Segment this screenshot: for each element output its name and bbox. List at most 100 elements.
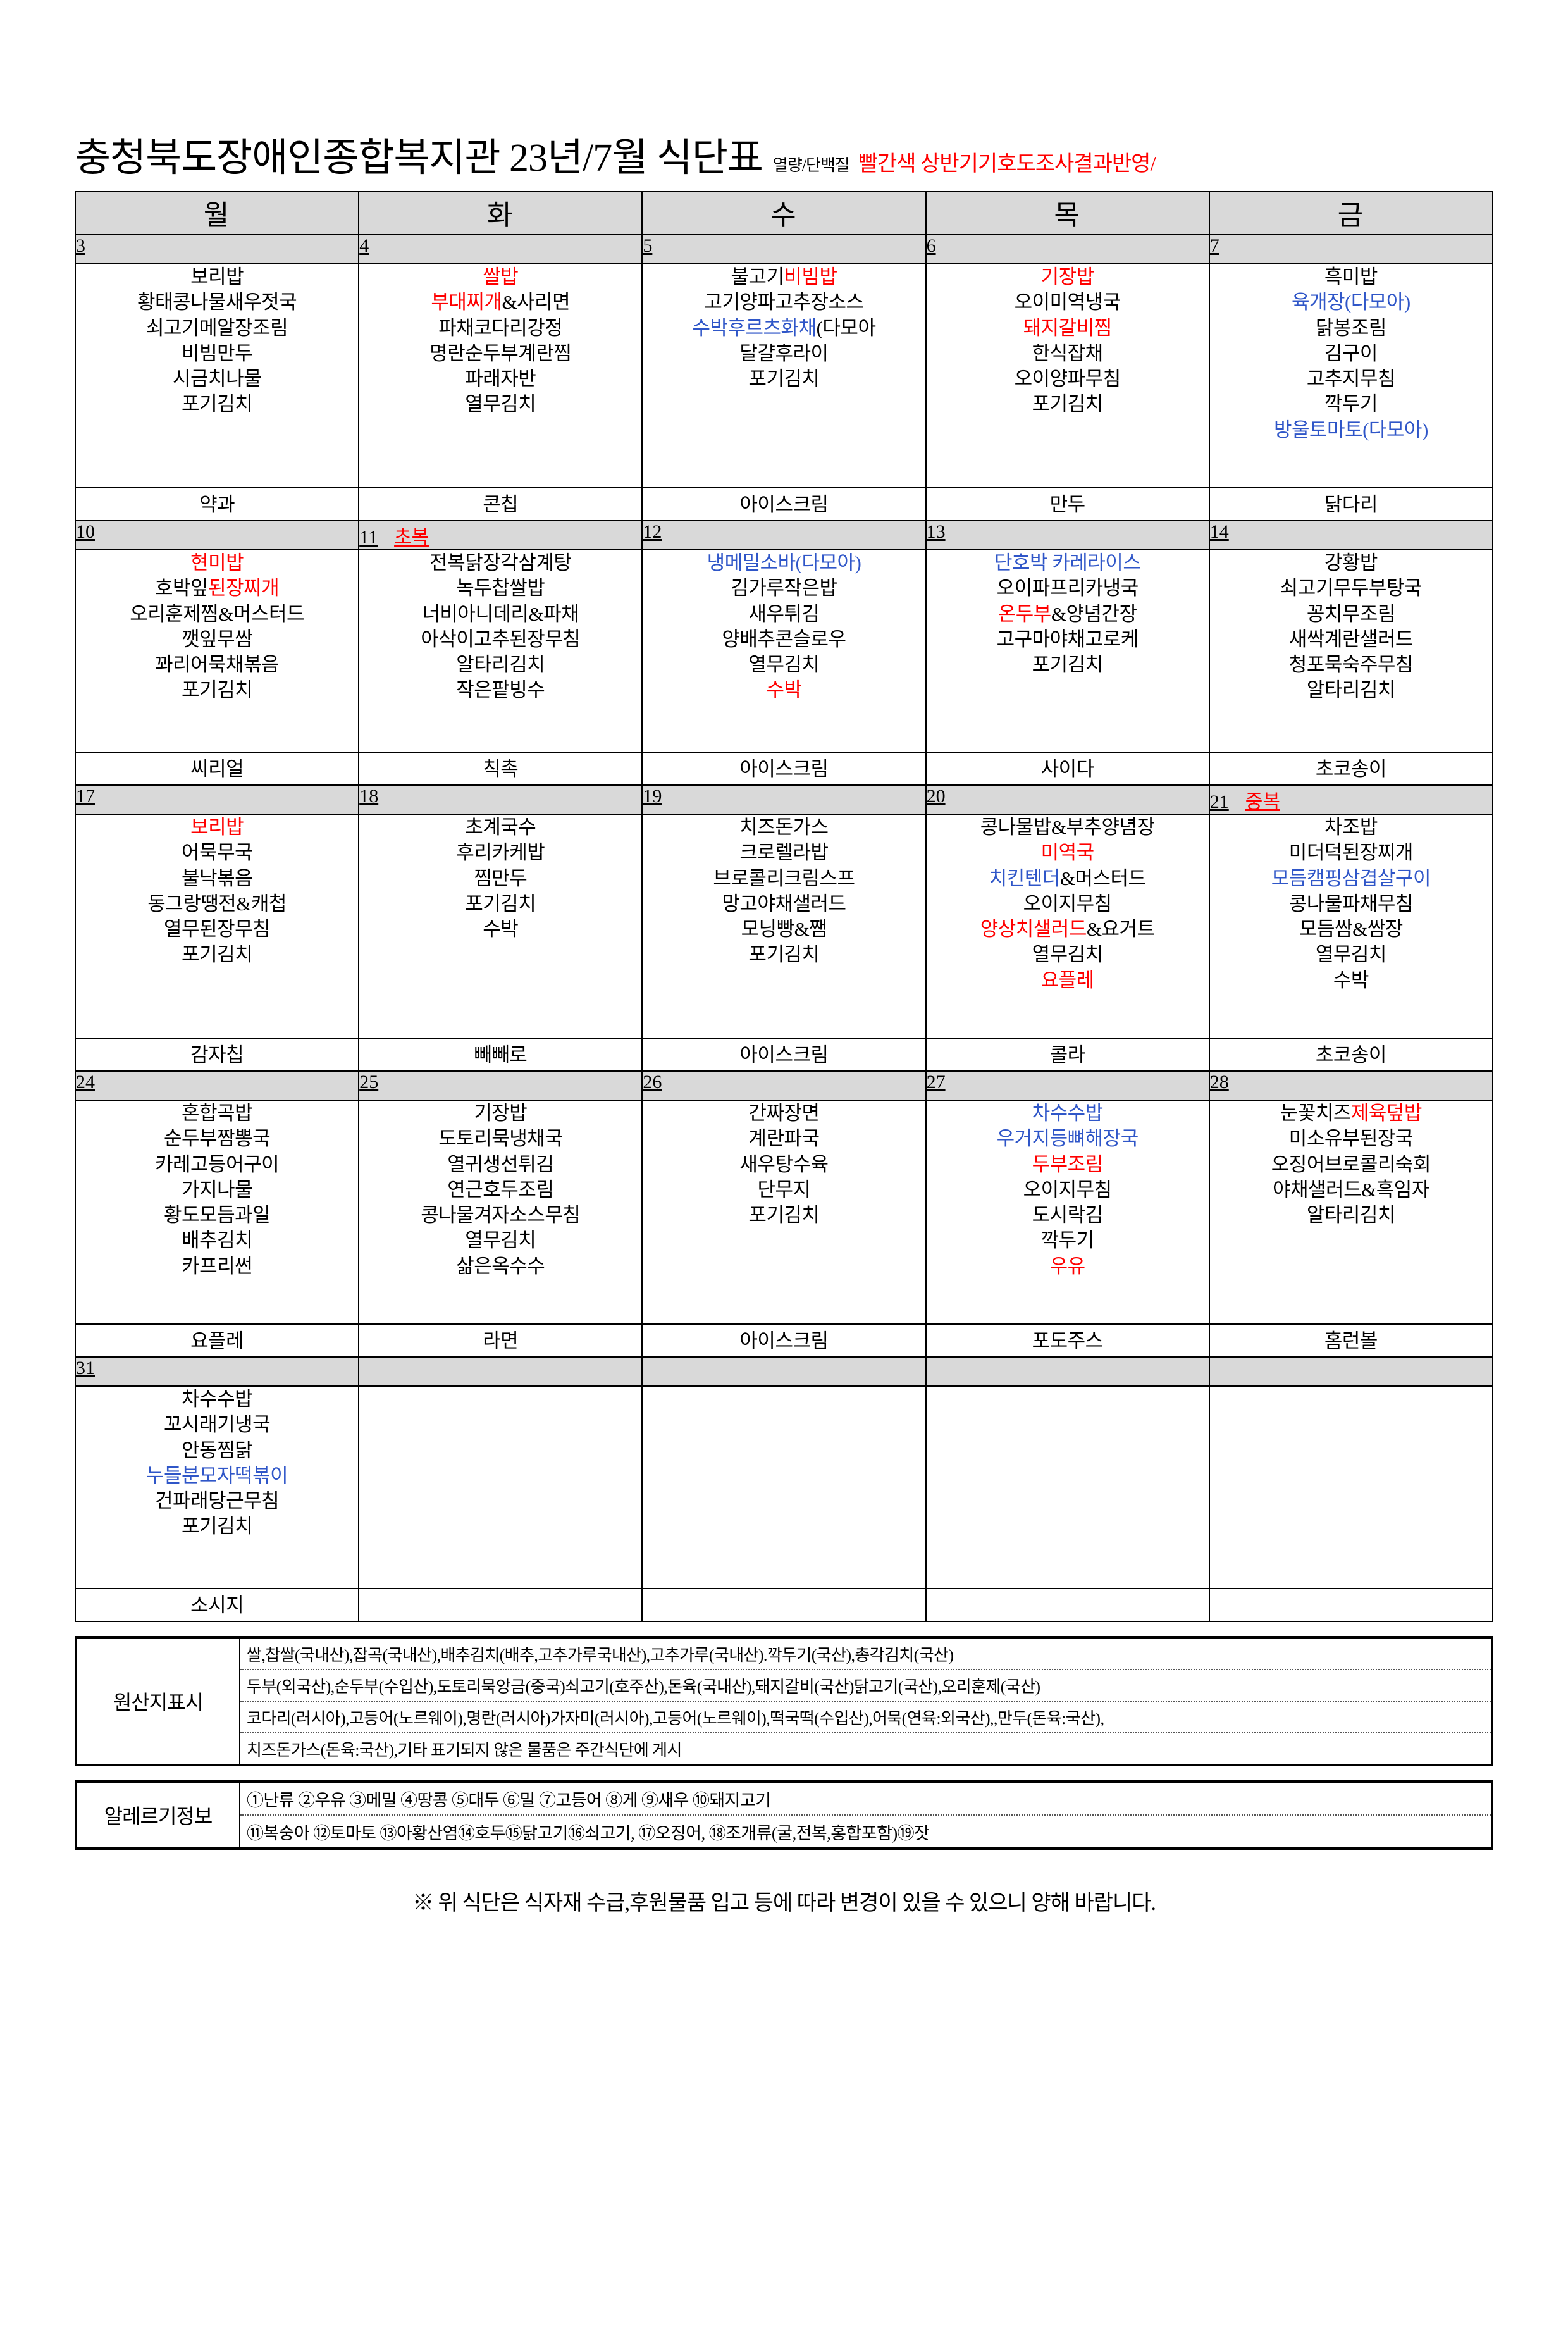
meal-list-cell: 간짜장면 계란파국 새우탕수육 단무지 포기김치 xyxy=(641,1100,927,1325)
meal-item-text: 삶은옥수수 xyxy=(456,1255,545,1277)
day-number: 13 xyxy=(926,521,946,542)
meal-item-text: 오이양파무침 xyxy=(1014,368,1121,390)
meal-item: 수박 xyxy=(643,678,925,703)
meal-item-text: 깍두기 xyxy=(1324,393,1378,416)
calendar-snack-row: 약과 콘칩 아이스크림 만두 닭다리 xyxy=(74,487,1494,521)
meal-item-text: 치즈돈가스 xyxy=(739,816,829,838)
meal-item-text: 온두부 xyxy=(997,602,1052,625)
snack-cell: 빼빼로 xyxy=(358,1038,643,1072)
allergy-line: ①난류 ②우유 ③메밀 ④땅콩 ⑤대두 ⑥밀 ⑦고등어 ⑧게 ⑨새우 ⑩돼지고기 xyxy=(240,1783,1491,1816)
meal-item-text: 명란순두부계란찜 xyxy=(429,342,572,364)
weekday-header-mon: 월 xyxy=(74,191,360,235)
meal-item: 고추지무침 xyxy=(1210,366,1492,392)
snack-cell xyxy=(925,1588,1210,1622)
meal-item-text: 포기김치 xyxy=(1032,393,1104,416)
meal-item: 보리밥 xyxy=(76,264,358,290)
meal-item-text: 혼합곡밥 xyxy=(182,1102,253,1124)
meal-item: 불고기비빔밥 xyxy=(643,264,925,290)
day-number: 24 xyxy=(76,1072,95,1093)
meal-item-text: 도토리묵냉채국 xyxy=(438,1127,563,1150)
meal-item: 오이지무침 xyxy=(927,891,1209,917)
meal-list-cell xyxy=(1208,1385,1494,1589)
meal-item-suffix: &양념간장 xyxy=(1051,602,1137,625)
page-title: 충청북도장애인종합복지관 23년/7월 식단표 xyxy=(75,137,763,180)
meal-item-text: 파래자반 xyxy=(465,368,536,390)
meal-item: 안동찜닭 xyxy=(76,1438,358,1463)
weekday-header-wed: 수 xyxy=(641,191,927,235)
meal-item-text: 흑미밥 xyxy=(1324,266,1378,288)
meal-item: 기장밥 xyxy=(927,264,1209,290)
meal-item: 오이지무침 xyxy=(927,1177,1209,1203)
meal-item: 황도모듬과일 xyxy=(76,1203,358,1228)
meal-item-text: 수박후르츠화채 xyxy=(692,316,817,339)
meal-item: 포기김치 xyxy=(76,1514,358,1539)
meal-item-text: 알타리김치 xyxy=(1306,1204,1396,1227)
meal-item: 황태콩나물새우젓국 xyxy=(76,290,358,315)
meal-list-cell: 차수수밥 우거지등뼈해장국 두부조림 오이지무침 도시락김 깍두기 우유 xyxy=(925,1100,1210,1325)
origin-line: 코다리(러시아),고등어(노르웨이),명란(러시아)가자미(러시아),고등어(노… xyxy=(240,1702,1491,1733)
meal-item-text: 요플레 xyxy=(1040,969,1095,991)
meal-item-text: 포기김치 xyxy=(748,943,820,966)
calendar-snack-row: 감자칩 빼빼로 아이스크림 콜라 초코송이 xyxy=(74,1038,1494,1072)
day-number-cell: 3 xyxy=(74,234,360,264)
calendar-meals-row: 혼합곡밥 순두부짬뽕국 카레고등어구이 가지나물 황도모듬과일 배추김치 카프리썬 기장밥 도토… xyxy=(74,1100,1494,1325)
meal-item-text: 오징어브로콜리숙회 xyxy=(1271,1153,1431,1175)
meal-item: 어묵무국 xyxy=(76,840,358,865)
meal-item-text: 황도모듬과일 xyxy=(164,1204,271,1227)
meal-item: 달걀후라이 xyxy=(643,341,925,366)
meal-item-text: 한식잡채 xyxy=(1032,342,1104,364)
meal-item: 모듬쌈&쌈장 xyxy=(1210,917,1492,942)
meal-item-text: 달걀후라이 xyxy=(739,342,829,364)
meal-item-suffix-highlight: 된장찌개 xyxy=(208,577,280,600)
meal-item-text: 모듬캠핑삼겹살구이 xyxy=(1271,867,1431,889)
day-number: 17 xyxy=(76,786,95,807)
meal-item: 수박후르츠화채(다모아 xyxy=(643,316,925,341)
snack-cell: 감자칩 xyxy=(74,1038,360,1072)
meal-item: 치즈돈가스 xyxy=(643,815,925,840)
meal-item: 차수수밥 xyxy=(927,1101,1209,1126)
meal-item: 모듬캠핑삼겹살구이 xyxy=(1210,866,1492,891)
meal-item-text: 카레고등어구이 xyxy=(155,1153,280,1175)
meal-list-cell: 기장밥 오이미역냉국 돼지갈비찜 한식잡채 오이양파무침 포기김치 xyxy=(925,263,1210,488)
meal-item: 꼬시래기냉국 xyxy=(76,1412,358,1437)
day-number-cell: 6 xyxy=(925,234,1210,264)
meal-item-text: 찜만두 xyxy=(474,867,528,889)
meal-item: 건파래당근무침 xyxy=(76,1489,358,1514)
meal-item-text: 작은팥빙수 xyxy=(456,679,545,702)
meal-item: 새싹계란샐러드 xyxy=(1210,627,1492,652)
meal-item: 열무김치 xyxy=(359,1228,641,1253)
origin-info-box: 원산지표시 쌀,찹쌀(국내산),잡곡(국내산),배추김치(배추,고추가루국내산)… xyxy=(75,1636,1493,1766)
day-number-cell: 24 xyxy=(74,1070,360,1101)
meal-item: 차수수밥 xyxy=(76,1387,358,1412)
meal-list-cell: 눈꽃치즈제육덮밥 미소유부된장국 오징어브로콜리숙회 야채샐러드&흑임자 알타리김치 xyxy=(1208,1100,1494,1325)
meal-item: 순두부짬뽕국 xyxy=(76,1126,358,1151)
meal-item-text: 초계국수 xyxy=(465,816,536,838)
meal-item-text: 포기김치 xyxy=(1032,654,1104,676)
meal-item-text: 깻잎무쌈 xyxy=(182,628,253,650)
day-number-cell: 13 xyxy=(925,520,1210,550)
meal-item: 미역국 xyxy=(927,840,1209,865)
meal-item-text: 부대찌개 xyxy=(431,291,502,314)
menu-calendar-table: 월 화 수 목 금 3 4 5 6 7 보리밥 황태콩나물새우젓국 쇠고기메알장조림 비빔만두 시… xyxy=(74,191,1494,1622)
meal-item: 냉메밀소바(다모아) xyxy=(643,550,925,576)
meal-item-text: 차수수밥 xyxy=(1032,1102,1104,1124)
day-number: 14 xyxy=(1209,521,1229,542)
meal-list-cell: 보리밥 어묵무국 불낙볶음 동그랑땡전&캐첩 열무된장무침 포기김치 xyxy=(74,814,360,1039)
day-number: 18 xyxy=(359,786,379,807)
meal-item: 두부조림 xyxy=(927,1152,1209,1177)
meal-list-cell: 차조밥 미더덕된장찌개 모듬캠핑삼겹살구이 콩나물파채무침 모듬쌈&쌈장 열무김치 수박 xyxy=(1208,814,1494,1039)
meal-item-text: 콩나물파채무침 xyxy=(1288,892,1414,915)
meal-item-text: 크로렐라밥 xyxy=(739,841,829,864)
meal-item: 오리훈제찜&머스터드 xyxy=(76,602,358,627)
meal-item: 미더덕된장찌개 xyxy=(1210,840,1492,865)
meal-item: 수박 xyxy=(1210,968,1492,993)
meal-item-text: 누들분모자떡볶이 xyxy=(146,1464,288,1487)
meal-item: 알타리김치 xyxy=(359,652,641,678)
calendar-snack-row: 씨리얼 칙촉 아이스크림 사이다 초코송이 xyxy=(74,752,1494,786)
meal-item-text: 야채샐러드&흑임자 xyxy=(1272,1178,1429,1201)
meal-item-text: 포기김치 xyxy=(748,368,820,390)
day-number-cell: 20 xyxy=(925,784,1210,815)
meal-item: 미소유부된장국 xyxy=(1210,1126,1492,1151)
meal-item-text: 기장밥 xyxy=(474,1102,528,1124)
day-number: 6 xyxy=(926,235,936,256)
